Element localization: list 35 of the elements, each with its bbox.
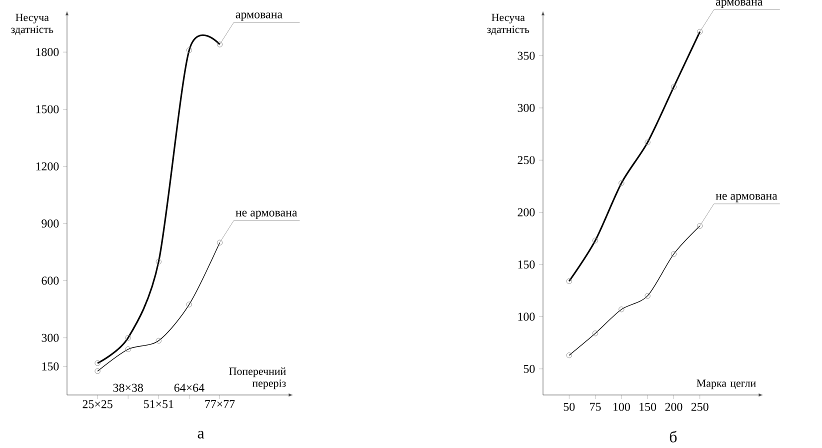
text: б xyxy=(670,430,677,442)
y-tick-label: 600 xyxy=(42,276,59,285)
x-tick-label: 64×64 xyxy=(174,384,204,392)
x-tick-label: 51×51 xyxy=(144,400,174,408)
y-tick-label: 50 xyxy=(524,364,535,373)
y-tick-label: 150 xyxy=(42,362,59,370)
text: армована xyxy=(716,0,763,8)
text: армована xyxy=(236,12,282,21)
x-tick-label: 25×25 xyxy=(82,400,112,408)
y-tick-label: 150 xyxy=(518,260,535,269)
y-axis-title: Несуча здатність xyxy=(11,14,54,36)
y-tick-label: 200 xyxy=(518,208,535,216)
x-axis-title: Марка цегли xyxy=(696,380,756,390)
x-tick-label: 100 xyxy=(614,402,630,411)
x-tick-label: 75 xyxy=(590,402,601,411)
text: не армована xyxy=(716,194,778,202)
x-tick-label: 200 xyxy=(665,402,682,411)
x-tick-label: 38×38 xyxy=(113,384,143,392)
y-tick-label: 1800 xyxy=(36,48,59,56)
y-tick-label: 900 xyxy=(42,220,59,228)
y-axis-title: Несуча здатність xyxy=(487,14,530,36)
text: не армована xyxy=(236,210,298,219)
y-tick-label: 100 xyxy=(518,312,535,321)
y-tick-label: 250 xyxy=(518,156,535,164)
y-tick-label: 350 xyxy=(518,52,535,60)
y-tick-label: 1200 xyxy=(36,162,59,170)
x-tick-label: 250 xyxy=(691,402,708,411)
x-tick-label: 50 xyxy=(564,402,575,411)
y-tick-label: 300 xyxy=(42,334,59,342)
text: а xyxy=(198,430,204,438)
y-tick-label: 1500 xyxy=(36,105,59,114)
x-tick-label: 77×77 xyxy=(205,400,235,408)
x-tick-label: 150 xyxy=(640,402,656,411)
y-tick-label: 300 xyxy=(518,104,535,112)
x-axis-title: Поперечний переріз xyxy=(229,367,286,390)
